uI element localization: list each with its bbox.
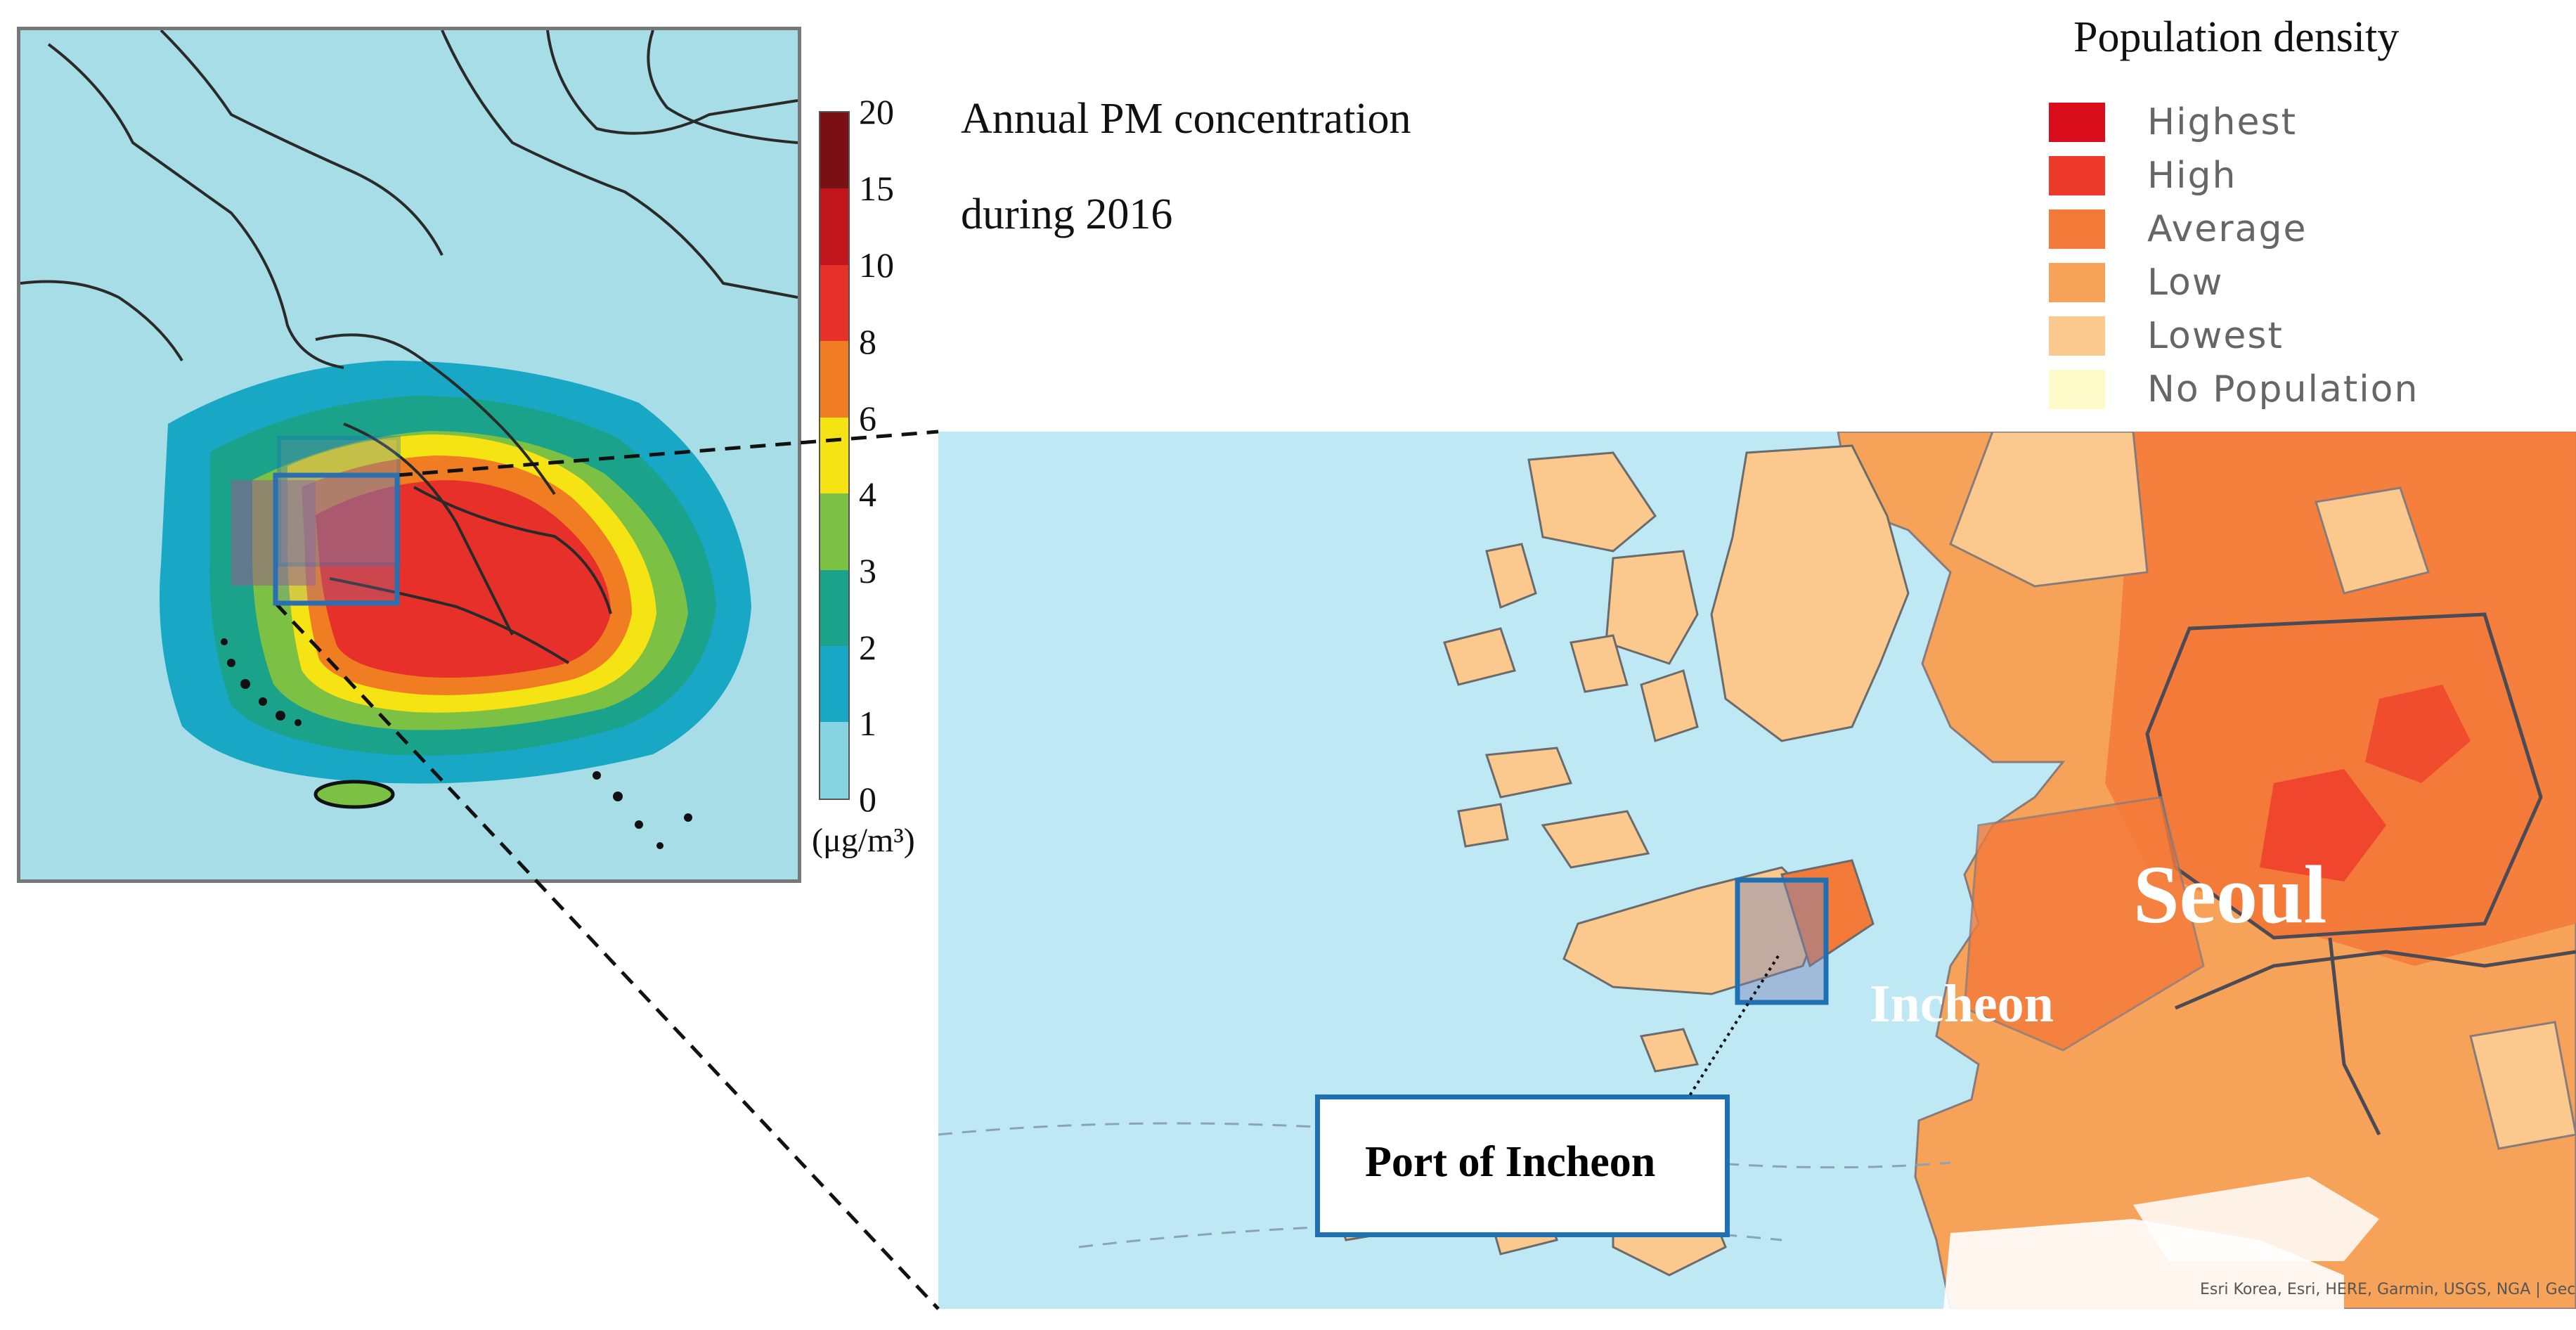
legend-title: Population density xyxy=(2073,13,2400,61)
legend-label: Average xyxy=(2147,208,2308,250)
colorbar-segment xyxy=(820,264,848,342)
port-callout-box xyxy=(1315,1095,1730,1237)
pm-title-line1: Annual PM concentration xyxy=(961,95,1411,143)
legend-label: Lowest xyxy=(2147,315,2284,357)
population-density-map xyxy=(938,432,2576,1309)
port-label: Port of Incheon xyxy=(1365,1138,1656,1186)
colorbar-segment xyxy=(820,722,848,799)
colorbar-segment xyxy=(820,417,848,494)
legend-swatch xyxy=(2049,103,2105,142)
colorbar-tick-label: 3 xyxy=(859,551,876,590)
legend-swatch xyxy=(2049,209,2105,249)
city-label-seoul: Seoul xyxy=(2133,848,2327,941)
colorbar-tick-label: 6 xyxy=(859,399,876,438)
map-attribution: Esri Korea, Esri, HERE, Garmin, USGS, NG… xyxy=(2200,1281,2576,1298)
colorbar-tick-label: 2 xyxy=(859,628,876,667)
legend-swatch xyxy=(2049,316,2105,356)
colorbar-segment xyxy=(820,341,848,418)
colorbar-tick-label: 0 xyxy=(859,780,876,819)
city-label-incheon: Incheon xyxy=(1870,974,2054,1033)
colorbar-tick-label: 15 xyxy=(859,169,894,208)
pm-map-graphic xyxy=(20,30,798,879)
colorbar-segment xyxy=(820,188,848,265)
colorbar-tick-label: 10 xyxy=(859,245,894,285)
colorbar-tick-label: 1 xyxy=(859,704,876,743)
colorbar-segment xyxy=(820,569,848,647)
colorbar-segment xyxy=(820,646,848,723)
pm-colorbar xyxy=(819,111,850,800)
legend-label: Low xyxy=(2147,262,2224,304)
legend-label: No Population xyxy=(2147,368,2419,411)
legend-swatch xyxy=(2049,263,2105,302)
legend-label: High xyxy=(2147,155,2237,197)
legend-label: Highest xyxy=(2147,101,2297,143)
population-map-graphic xyxy=(938,432,2576,1309)
colorbar-segment xyxy=(820,112,848,189)
legend-swatch xyxy=(2049,156,2105,195)
pm-title-line2: during 2016 xyxy=(961,191,1173,238)
colorbar-tick-label: 8 xyxy=(859,322,876,361)
legend-swatch xyxy=(2049,370,2105,409)
colorbar-unit: (μg/m³) xyxy=(812,822,915,859)
pm-concentration-map xyxy=(17,27,801,883)
colorbar-tick-label: 4 xyxy=(859,474,876,514)
colorbar-tick-label: 20 xyxy=(859,92,894,131)
colorbar-segment xyxy=(820,493,848,570)
